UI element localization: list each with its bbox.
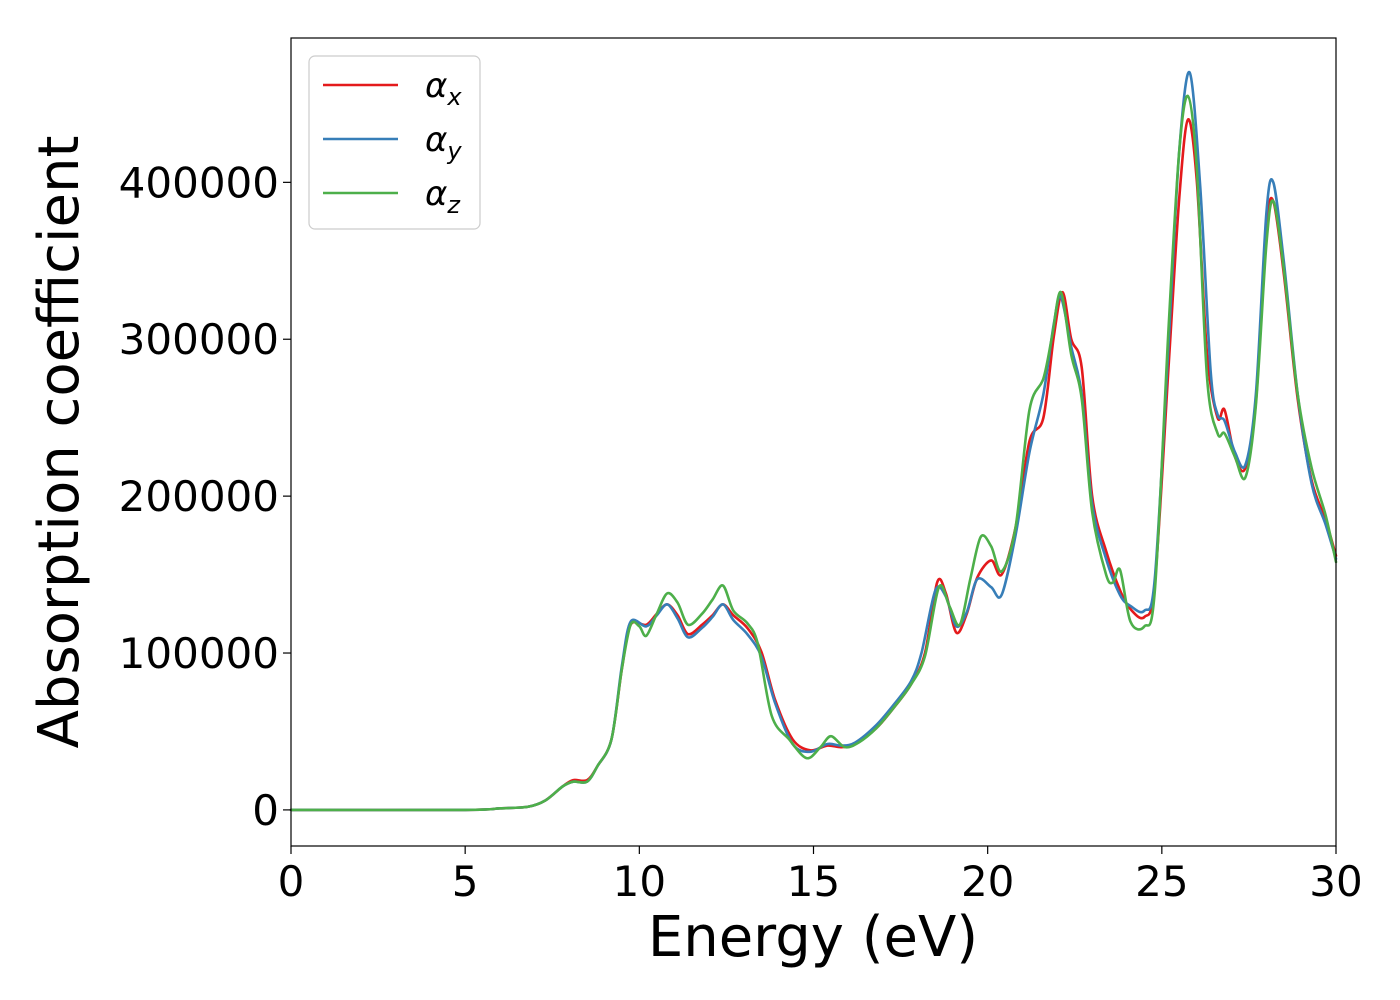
series-line-z [289, 94, 1338, 812]
legend: αx αy αz [308, 55, 481, 230]
y-axis-ticks: 0 100000 200000 300000 400000 [119, 158, 291, 835]
y-tick-label: 0 [252, 786, 279, 835]
y-tick-label: 300000 [119, 315, 279, 364]
x-tick-label: 0 [278, 857, 305, 906]
x-tick-label: 25 [1135, 857, 1188, 906]
x-tick-label: 30 [1309, 857, 1362, 906]
y-tick-label: 200000 [119, 472, 279, 521]
y-tick-label: 100000 [119, 629, 279, 678]
x-tick-label: 10 [613, 857, 666, 906]
x-tick-label: 20 [961, 857, 1014, 906]
series-layer [289, 70, 1338, 812]
x-axis-label: Energy (eV) [648, 905, 978, 970]
legend-label-x: αx [425, 66, 462, 111]
series-line-y [289, 70, 1338, 812]
x-axis-ticks: 0 5 10 15 20 25 30 [278, 846, 1363, 906]
x-tick-label: 15 [787, 857, 840, 906]
y-tick-label: 400000 [119, 158, 279, 207]
legend-label-z: αz [425, 174, 461, 219]
legend-box [308, 55, 481, 230]
y-axis-label: Absorption coefficient [27, 136, 92, 749]
x-tick-label: 5 [452, 857, 479, 906]
legend-label-y: αy [425, 120, 462, 165]
